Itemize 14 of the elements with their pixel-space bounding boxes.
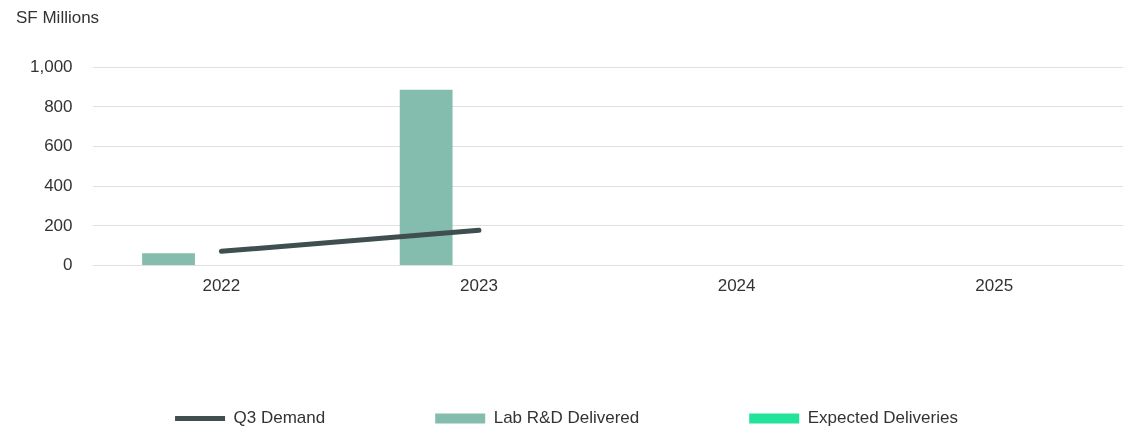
legend-label: Expected Deliveries	[807, 408, 958, 428]
legend-label: Q3 Demand	[233, 408, 326, 428]
y-tick-label: 600	[44, 136, 73, 156]
y-tick-label: 0	[63, 255, 73, 275]
x-tick-label: 2022	[202, 276, 241, 296]
y-tick-label: 400	[44, 175, 73, 195]
x-tick-label: 2024	[717, 276, 756, 296]
y-tick-label: 1,000	[29, 56, 73, 76]
legend-label: Lab R&D Delivered	[493, 408, 640, 428]
x-tick-label: 2025	[975, 276, 1014, 296]
y-axis-title: SF Millions	[16, 8, 100, 28]
x-tick-label: 2023	[460, 276, 498, 296]
y-tick-label: 800	[44, 96, 73, 116]
y-tick-label: 200	[44, 215, 73, 235]
